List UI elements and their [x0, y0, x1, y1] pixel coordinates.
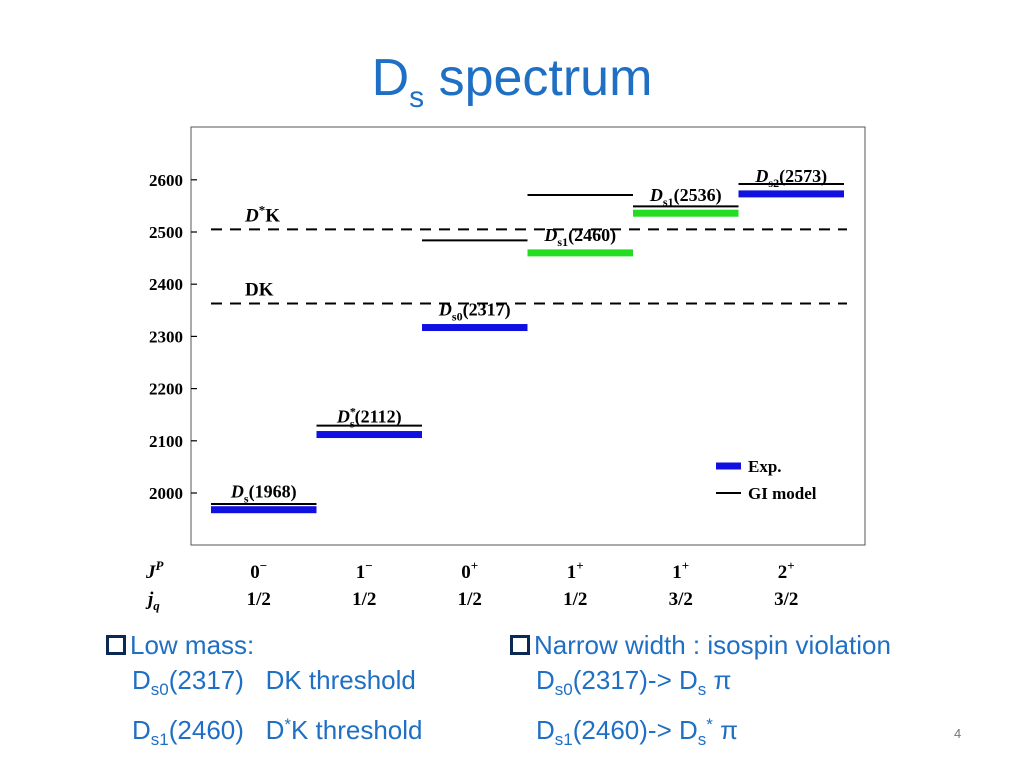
bullet-block-narrow-width: Narrow width : isospin violation Ds0(231… [510, 628, 891, 757]
bullet-low-mass-line2: Ds1(2460) D*K threshold [132, 715, 423, 749]
threshold-label: D*K [244, 202, 280, 226]
page-number: 4 [954, 726, 962, 741]
level-label: Ds(1968) [230, 482, 297, 506]
legend-label: Exp. [748, 457, 782, 476]
jq-value: 1/2 [247, 589, 271, 610]
level-label: Ds1(2536) [649, 185, 722, 209]
level-labels: Ds(1968) D* s(2112) Ds0(2317) Ds1(2460) Ds1(2… [230, 166, 827, 506]
ds-spectrum-chart: 2000 2100 2200 2300 2400 2500 2600 DK D*K Ds(19… [145, 126, 866, 613]
jp-value: 0+ [461, 558, 478, 583]
legend-label: GI model [748, 484, 817, 503]
row-label-jq: jq [145, 589, 160, 613]
level-label: Ds0(2317) [438, 300, 511, 324]
level-label: D* s(2112) [336, 405, 402, 431]
jq-value: 1/2 [458, 589, 482, 610]
level-label: Ds2(2573) [754, 166, 827, 190]
jp-value: 1+ [672, 558, 689, 583]
experimental-levels [211, 190, 844, 514]
checkbox-bullet-icon [510, 635, 530, 655]
threshold-label: DK [245, 280, 274, 301]
bullet-block-low-mass: Low mass: Ds0(2317) DK threshold Ds1(246… [106, 628, 423, 757]
y-tick-label: 2100 [149, 432, 183, 451]
threshold-lines: DK D*K [211, 202, 847, 305]
level-label: Ds1(2460) [543, 225, 616, 249]
exp-level-bar [738, 190, 844, 198]
y-tick-label: 2500 [149, 223, 183, 242]
jq-value: 3/2 [669, 589, 693, 610]
y-tick-label: 2200 [149, 380, 183, 399]
jp-value: 1− [356, 558, 373, 583]
legend: Exp. GI model [716, 457, 817, 503]
row-label-jp: JP [145, 558, 165, 583]
checkbox-bullet-icon [106, 635, 126, 655]
y-tick-label: 2600 [149, 171, 183, 190]
quantum-number-rows: JP jq 0− 1/2 1− 1/2 0+ 1/2 1+ 1/2 1+ 3/2 2+ 3/2 [145, 558, 798, 613]
exp-level-bar [211, 506, 317, 514]
slide-title: Ds spectrum [371, 49, 653, 114]
exp-level-bar [422, 324, 528, 332]
exp-level-bar [527, 249, 633, 257]
jp-value: 1+ [567, 558, 584, 583]
legend-swatch [716, 462, 741, 470]
bullet-narrow-line2: Ds1(2460)-> Ds* π [536, 715, 739, 749]
y-tick-label: 2300 [149, 327, 183, 346]
bullet-low-mass-line1: Ds0(2317) DK threshold [132, 665, 416, 699]
bullet-narrow-line1: Ds0(2317)-> Ds π [536, 665, 732, 699]
jq-value: 1/2 [563, 589, 587, 610]
jp-value: 2+ [778, 558, 795, 583]
exp-level-bar [316, 431, 422, 439]
jp-value: 0− [250, 558, 267, 583]
y-axis: 2000 2100 2200 2300 2400 2500 2600 [149, 171, 197, 503]
y-tick-label: 2400 [149, 275, 183, 294]
gi-model-levels [211, 182, 844, 505]
bullet-low-mass-head: Low mass: [106, 628, 423, 663]
jq-value: 3/2 [774, 589, 798, 610]
jq-value: 1/2 [352, 589, 376, 610]
bullet-narrow-head: Narrow width : isospin violation [510, 628, 891, 663]
y-tick-label: 2000 [149, 484, 183, 503]
exp-level-bar [633, 209, 739, 217]
